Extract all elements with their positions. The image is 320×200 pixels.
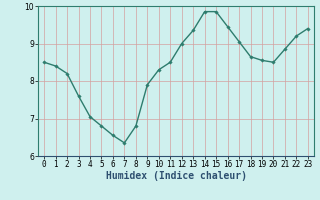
X-axis label: Humidex (Indice chaleur): Humidex (Indice chaleur) <box>106 171 246 181</box>
